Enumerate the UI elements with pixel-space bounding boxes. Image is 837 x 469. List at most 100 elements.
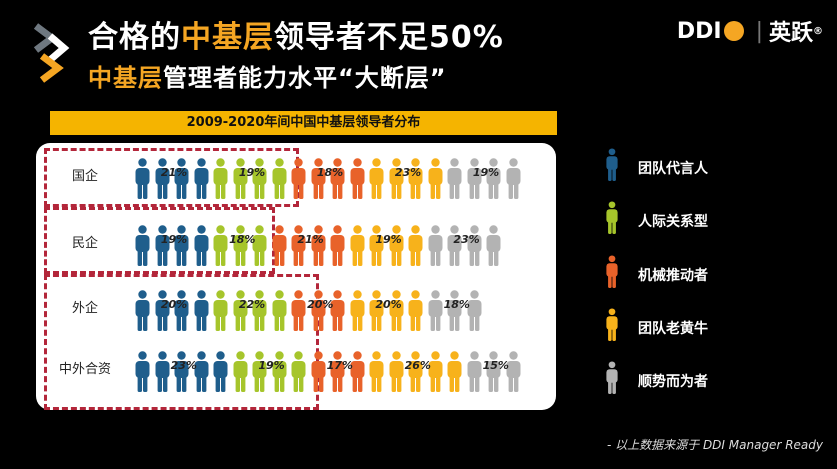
person-icon <box>135 351 150 397</box>
person-icon <box>369 351 384 397</box>
chart-row: 中外合资 23% 19% 17% 26% 15% <box>36 345 556 395</box>
person-icon <box>135 225 150 271</box>
person-icon <box>155 225 170 271</box>
percent-label: 21% <box>160 166 188 179</box>
person-icon <box>213 290 228 336</box>
legend-person-icon <box>606 361 618 394</box>
legend-person-icon <box>606 308 618 341</box>
percent-label: 19% <box>238 166 266 179</box>
source-note: - 以上数据来源于 DDI Manager Ready <box>606 438 823 452</box>
person-icon <box>369 290 384 336</box>
chart-row: 外企 20% 22% 20% 20% 18% <box>36 284 556 334</box>
person-icon <box>233 158 248 204</box>
person-icon <box>330 351 345 397</box>
person-icon <box>467 158 482 204</box>
person-icon <box>447 225 462 271</box>
person-icon <box>252 158 267 204</box>
chart-row: 国企 21% 19% 18% 23% 19% <box>36 152 556 202</box>
person-icon <box>194 290 209 336</box>
person-icon <box>467 351 482 397</box>
percent-label: 18% <box>443 298 470 311</box>
percent-label: 19% <box>472 166 500 179</box>
percent-label: 15% <box>482 359 509 372</box>
person-icon <box>252 290 267 336</box>
person-icon <box>291 351 306 397</box>
person-icon <box>252 225 267 271</box>
person-icon <box>467 290 482 336</box>
person-icon <box>428 351 443 397</box>
person-icon <box>330 158 345 204</box>
percent-label: 23% <box>453 233 480 246</box>
person-icon <box>272 290 287 336</box>
legend-person-icon <box>606 148 618 181</box>
person-icon <box>486 225 501 271</box>
legend-label: 机械推动者 <box>638 268 708 284</box>
person-icon <box>408 290 423 336</box>
title-prefix: 合格的 <box>88 20 181 55</box>
person-icon <box>369 225 384 271</box>
person-icon <box>233 290 248 336</box>
person-icon <box>194 158 209 204</box>
person-icon <box>506 351 521 397</box>
percent-label: 18% <box>316 166 344 179</box>
person-icon <box>252 351 267 397</box>
person-icon <box>213 225 228 271</box>
person-icon <box>213 351 228 397</box>
page-title: 合格的中基层领导者不足50% <box>88 12 504 56</box>
person-icon <box>272 158 287 204</box>
brand-cn-name: 英跃 <box>768 21 813 46</box>
person-icon <box>194 225 209 271</box>
legend-label: 顺势而为者 <box>638 374 708 390</box>
percent-label: 21% <box>297 233 324 246</box>
percent-label: 23% <box>394 166 422 179</box>
person-icon <box>506 158 521 204</box>
person-icon <box>369 158 384 204</box>
person-icon <box>467 225 482 271</box>
person-icon <box>135 158 150 204</box>
person-icon <box>447 290 462 336</box>
person-icon <box>447 158 462 204</box>
person-icon <box>330 290 345 336</box>
percent-label: 20% <box>160 298 188 311</box>
brand-separator: | <box>755 18 763 44</box>
person-icon <box>447 351 462 397</box>
person-icon <box>272 225 287 271</box>
category-label: 民企 <box>71 236 98 251</box>
page-subtitle: 中基层管理者能力水平“大断层” <box>88 58 447 93</box>
legend-person-icon <box>606 201 618 234</box>
person-icon <box>174 225 189 271</box>
person-icon <box>486 158 501 204</box>
person-icon <box>350 158 365 204</box>
chevron-logo-icon <box>33 23 70 83</box>
title-accent: 中基层 <box>181 20 274 55</box>
percent-label: 22% <box>238 298 266 311</box>
percent-label: 19% <box>160 233 188 246</box>
legend-person-icon <box>606 255 618 288</box>
person-icon <box>330 225 345 271</box>
person-icon <box>428 225 443 271</box>
globe-icon <box>723 21 744 41</box>
person-icon <box>311 290 326 336</box>
person-icon <box>408 225 423 271</box>
percent-label: 19% <box>258 359 285 372</box>
person-icon <box>428 158 443 204</box>
person-icon <box>350 351 365 397</box>
category-label: 外企 <box>71 301 98 316</box>
person-icon <box>311 225 326 271</box>
person-icon <box>350 225 365 271</box>
person-icon <box>233 351 248 397</box>
person-icon <box>291 290 306 336</box>
legend-label: 团队代言人 <box>638 161 708 177</box>
person-icon <box>408 351 423 397</box>
person-icon <box>291 158 306 204</box>
person-icon <box>311 158 326 204</box>
person-icon <box>389 225 404 271</box>
brand-reg-mark: ® <box>813 25 823 37</box>
chart-title-banner: 2009-2020年间中国中基层领导者分布 <box>50 111 557 135</box>
chart-row: 民企 19% 18% 21% 19% 23% <box>36 219 556 269</box>
percent-label: 23% <box>170 359 197 372</box>
category-label: 国企 <box>71 169 98 184</box>
person-icon <box>311 351 326 397</box>
person-icon <box>155 290 170 336</box>
person-icon <box>213 158 228 204</box>
